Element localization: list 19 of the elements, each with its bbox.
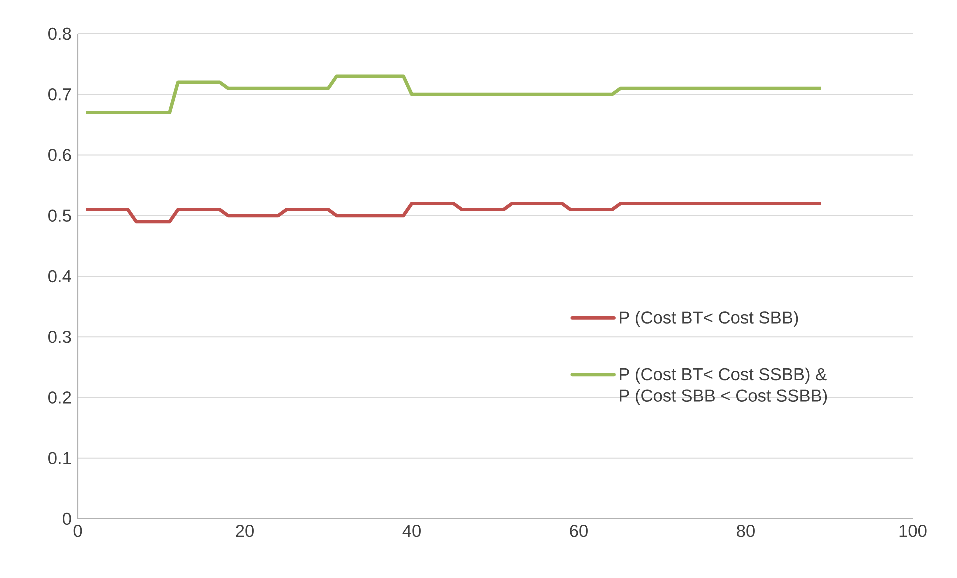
legend-label: P (Cost BT< Cost SSBB) & P (Cost SBB < Cost SSBB) (620, 368, 828, 406)
y-tick-label: 0.1 (48, 452, 72, 464)
y-tick-label: 0.8 (48, 28, 72, 40)
y-tick-label: 0.2 (48, 392, 72, 404)
x-tick-label: 0 (74, 525, 82, 538)
y-tick-label: 0.7 (48, 88, 72, 101)
x-tick-label: 40 (402, 525, 421, 538)
x-tick-label: 100 (900, 525, 927, 538)
x-tick-label: 20 (236, 525, 254, 538)
x-tick-label: 80 (737, 525, 755, 538)
x-tick-label: 60 (570, 525, 588, 538)
legend-label: P (Cost BT< Cost SBB) (620, 311, 798, 328)
y-tick-label: 0.6 (48, 149, 72, 162)
y-tick-label: 0.4 (48, 270, 72, 283)
y-tick-label: 0.3 (48, 330, 72, 344)
line-series (84, 202, 823, 224)
y-tick-label: 0.5 (48, 210, 72, 222)
y-tick-label: 0 (62, 512, 72, 526)
line-series (84, 74, 823, 115)
